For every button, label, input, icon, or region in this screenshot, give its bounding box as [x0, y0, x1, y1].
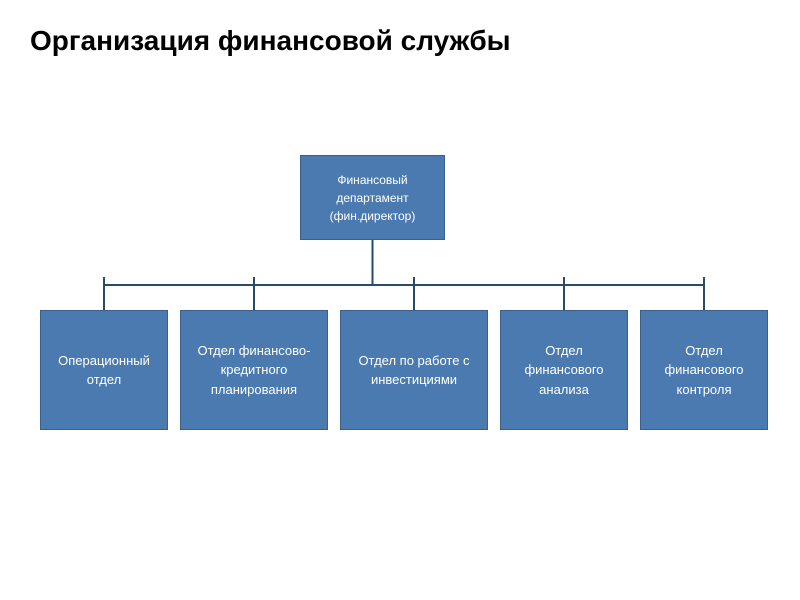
- node-child-1: Отдел финансово-кредитного планирования: [180, 310, 328, 430]
- node-root: Финансовый департамент (фин.директор): [300, 155, 445, 240]
- node-child-3: Отдел финансового анализа: [500, 310, 628, 430]
- node-child-4: Отдел финансового контроля: [640, 310, 768, 430]
- orgchart-connectors: [0, 0, 800, 600]
- node-child-0: Операционный отдел: [40, 310, 168, 430]
- node-child-2: Отдел по работе с инвестициями: [340, 310, 488, 430]
- orgchart: Финансовый департамент (фин.директор) Опе…: [0, 0, 800, 600]
